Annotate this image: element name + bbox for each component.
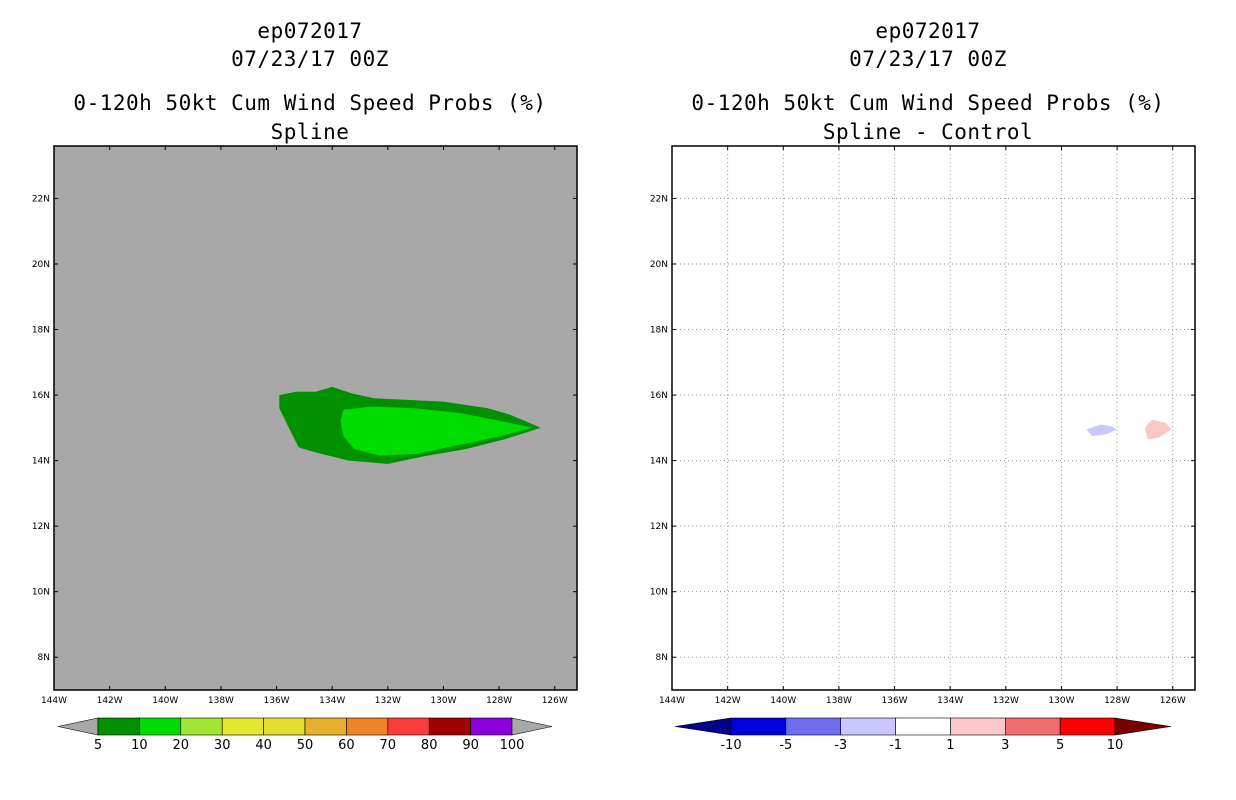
y-tick-label: 14N (650, 457, 668, 467)
y-tick-label: 12N (32, 522, 50, 532)
spline-colorbar: 5 10 20 30 40 50 60 70 80 90 100 (57, 717, 553, 753)
colorbar-swatch (1004, 717, 1061, 736)
map-frame (671, 145, 1196, 691)
colorbar-over-triangle (511, 717, 553, 736)
left-title-method: Spline (270, 120, 350, 144)
x-tick-label: 134W (319, 696, 345, 706)
colorbar-swatch (221, 717, 264, 736)
map-background (672, 146, 1195, 690)
colorbar-label: 50 (297, 738, 314, 753)
x-tick-label: 140W (770, 696, 796, 706)
x-tick-label: 132W (993, 696, 1019, 706)
colorbar-label: 10 (1107, 738, 1124, 753)
colorbar-swatch (785, 717, 842, 736)
difference-colorbar: -10 -5 -3 -1 1 3 5 10 (674, 717, 1172, 753)
colorbar-swatch (304, 717, 347, 736)
contour-level-10 (340, 406, 533, 456)
colorbar-swatch (840, 717, 896, 736)
x-tick-label: 136W (882, 696, 908, 706)
colorbar-swatch (180, 717, 223, 736)
colorbar-label: 20 (173, 738, 190, 753)
colorbar-label: 70 (380, 738, 397, 753)
x-tick-label: 138W (208, 696, 234, 706)
colorbar-label: 40 (255, 738, 272, 753)
contour-level-minus3 (1086, 424, 1118, 436)
x-tick-label: 136W (264, 696, 290, 706)
y-tick-label: 16N (32, 391, 50, 401)
x-tick-label: 142W (97, 696, 123, 706)
colorbar-swatch (470, 717, 513, 736)
colorbar-swatch (1059, 717, 1116, 736)
colorbar-swatch (97, 717, 140, 736)
colorbar-swatch (346, 717, 389, 736)
contour-level-1 (1144, 419, 1172, 440)
x-tick-label: 138W (826, 696, 852, 706)
left-title-storm-id: ep072017 (257, 19, 363, 43)
y-tick-label: 8N (656, 653, 668, 663)
colorbar-label: 80 (421, 738, 438, 753)
x-tick-label: 128W (1104, 696, 1130, 706)
y-tick-label: 10N (32, 588, 50, 598)
colorbar-label: 1 (946, 738, 954, 753)
y-tick-label: 22N (650, 194, 668, 204)
y-tick-label: 16N (650, 391, 668, 401)
spline-probability-map: 144W 142W 140W 138W 136W 134W 132W 130W 128W 126W… (32, 145, 578, 706)
colorbar-label: 90 (462, 738, 479, 753)
x-tick-label: 144W (41, 696, 67, 706)
colorbar-label: -3 (834, 738, 847, 753)
y-tick-label: 8N (38, 653, 50, 663)
colorbar-label: 100 (500, 738, 525, 753)
colorbar-under-triangle (674, 717, 732, 736)
spline-minus-control-map: 144W 142W 140W 138W 136W 134W 132W 130W 128W 126W… (650, 145, 1196, 706)
left-title-product: 0-120h 50kt Cum Wind Speed Probs (%) (73, 91, 547, 115)
colorbar-label: 30 (214, 738, 231, 753)
colorbar-over-triangle (1114, 717, 1172, 736)
y-tick-label: 22N (32, 194, 50, 204)
colorbar-label: -10 (720, 738, 741, 753)
colorbar-swatch (263, 717, 306, 736)
colorbar-label: 10 (131, 738, 148, 753)
colorbar-swatch (387, 717, 430, 736)
colorbar-swatch (428, 717, 471, 736)
y-tick-label: 18N (32, 326, 50, 336)
colorbar-swatch (950, 717, 1006, 736)
colorbar-label: 5 (1056, 738, 1064, 753)
colorbar-under-triangle (57, 717, 99, 736)
colorbar-label: 60 (338, 738, 355, 753)
y-tick-label: 20N (650, 260, 668, 270)
left-title-datetime: 07/23/17 00Z (231, 47, 389, 71)
x-tick-label: 126W (542, 696, 568, 706)
right-title-product: 0-120h 50kt Cum Wind Speed Probs (%) (691, 91, 1165, 115)
colorbar-label: -5 (779, 738, 792, 753)
colorbar-label: 5 (94, 738, 102, 753)
right-title-storm-id: ep072017 (875, 19, 981, 43)
x-tick-label: 128W (486, 696, 512, 706)
x-tick-label: 142W (715, 696, 741, 706)
map-frame (53, 145, 578, 691)
colorbar-label: 3 (1001, 738, 1009, 753)
x-tick-label: 144W (659, 696, 685, 706)
colorbar-label: -1 (889, 738, 902, 753)
x-tick-label: 132W (375, 696, 401, 706)
x-tick-label: 130W (430, 696, 456, 706)
y-tick-label: 12N (650, 522, 668, 532)
x-tick-label: 126W (1160, 696, 1186, 706)
x-tick-label: 134W (937, 696, 963, 706)
right-title-method: Spline - Control (822, 120, 1034, 144)
y-tick-label: 18N (650, 326, 668, 336)
x-tick-label: 140W (152, 696, 178, 706)
colorbar-swatch (895, 717, 951, 736)
y-tick-label: 14N (32, 457, 50, 467)
colorbar-swatch (730, 717, 787, 736)
y-tick-label: 10N (650, 588, 668, 598)
right-title-datetime: 07/23/17 00Z (849, 47, 1007, 71)
colorbar-swatch (139, 717, 182, 736)
y-tick-label: 20N (32, 260, 50, 270)
x-tick-label: 130W (1048, 696, 1074, 706)
